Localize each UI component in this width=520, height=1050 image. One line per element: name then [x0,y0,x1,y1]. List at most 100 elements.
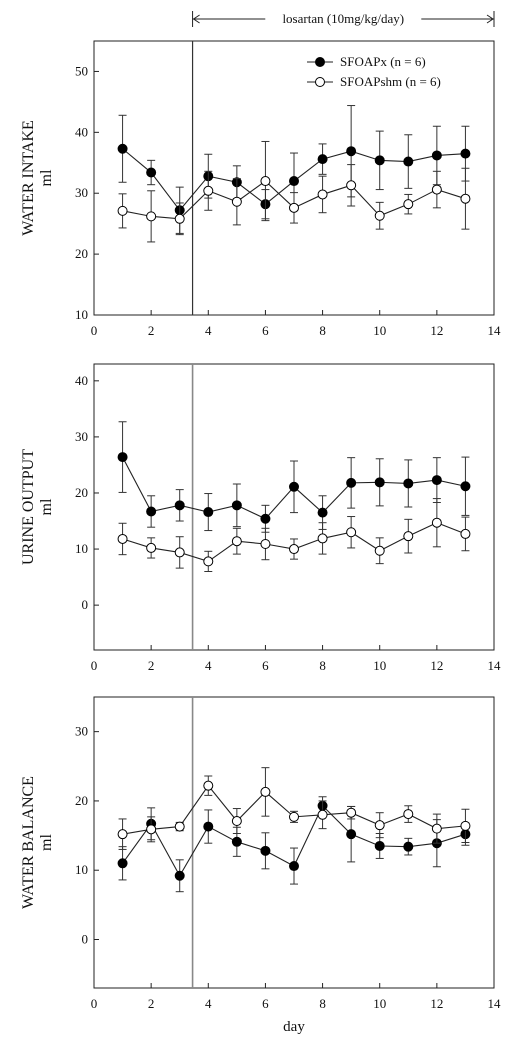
y-tick-label: 0 [82,932,89,947]
y-tick-label: 30 [75,429,88,444]
data-point [203,507,214,518]
x-tick-label: 14 [488,996,502,1011]
data-point [289,544,299,555]
data-point [374,545,385,556]
data-point [289,861,299,872]
series-sfoapshm [117,498,471,572]
data-point [374,840,385,851]
y-axis-unit: ml [38,834,55,851]
data-point [317,189,328,200]
x-tick-label: 12 [430,658,443,673]
data-point [260,786,271,797]
legend-marker [315,77,325,87]
data-point [289,202,299,213]
y-axis-unit: ml [38,498,55,515]
data-point [231,536,242,547]
x-tick-label: 2 [148,996,155,1011]
data-point [260,513,271,524]
data-point [431,475,442,486]
data-point [117,829,128,840]
data-point [374,155,385,166]
x-tick-label: 14 [488,658,502,673]
data-point [174,821,185,832]
data-point [260,845,271,856]
x-tick-label: 6 [262,323,269,338]
data-point [231,836,242,847]
data-point [346,180,357,191]
x-tick-label: 4 [205,658,212,673]
y-tick-label: 10 [75,862,88,877]
data-point [374,820,385,831]
data-point [260,176,271,187]
plot-frame [93,696,495,989]
series-line [122,784,466,835]
legend-marker [315,57,325,67]
data-point [460,481,471,492]
x-tick-label: 12 [430,996,443,1011]
y-tick-label: 40 [75,373,88,388]
series-sfoapshm [117,140,471,243]
panel-3: 0 10 20 30 0 2 4 6 8 10 12 14 WATER BALANCE ml day [20,696,502,1035]
x-tick-label: 6 [262,658,269,673]
data-point [146,824,157,835]
x-tick-label: 10 [373,996,386,1011]
data-point [460,193,471,204]
x-axis-title: day [283,1019,305,1035]
x-tick-label: 4 [205,996,212,1011]
data-point [146,542,157,553]
data-point [460,528,471,539]
data-point [117,858,128,869]
data-point [317,154,328,165]
plot-frame [93,363,495,651]
data-point [203,780,214,791]
x-tick-label: 14 [488,323,502,338]
x-tick-label: 8 [319,323,326,338]
data-point [431,184,442,195]
x-tick-label: 4 [205,323,212,338]
data-point [146,167,157,178]
data-point [231,816,242,827]
legend-label: SFOAPx (n = 6) [340,54,426,69]
y-tick-label: 30 [75,185,88,200]
series-sfoapshm [117,767,471,850]
data-point [174,870,185,881]
annotation-arrowhead-left [192,14,200,24]
panel-2: 0 10 20 30 40 0 2 4 6 8 10 12 14 URINE OUTPUT ml [20,363,502,673]
data-point [346,829,357,840]
data-point [231,196,242,207]
data-point [460,820,471,831]
data-point [146,211,157,222]
y-axis-unit: ml [38,169,55,186]
data-point [403,478,414,489]
y-axis-title: WATER BALANCE [20,776,37,909]
y-axis-title: URINE OUTPUT [20,449,37,565]
x-tick-label: 8 [319,996,326,1011]
data-point [231,500,242,511]
x-tick-label: 2 [148,323,155,338]
y-axis-title: WATER INTAKE [20,120,37,236]
y-tick-label: 20 [75,485,88,500]
data-point [346,477,357,488]
data-point [203,185,214,196]
y-tick-label: 10 [75,541,88,556]
data-point [346,527,357,538]
data-point [117,533,128,544]
data-point [289,481,299,492]
data-point [346,807,357,818]
data-point [146,506,157,517]
data-point [317,533,328,544]
y-tick-label: 0 [82,597,89,612]
data-point [317,507,328,518]
annotation-label: losartan (10mg/kg/day) [282,11,404,26]
treatment-annotation: losartan (10mg/kg/day) [192,11,495,27]
data-point [403,156,414,167]
y-tick-label: 40 [75,124,88,139]
legend: SFOAPx (n = 6) SFOAPshm (n = 6) [307,54,441,89]
y-tick-label: 20 [75,793,88,808]
data-point [403,199,414,210]
data-point [174,547,185,558]
series-sfoapx [117,796,471,893]
data-point [403,841,414,852]
y-tick-label: 50 [75,63,88,78]
